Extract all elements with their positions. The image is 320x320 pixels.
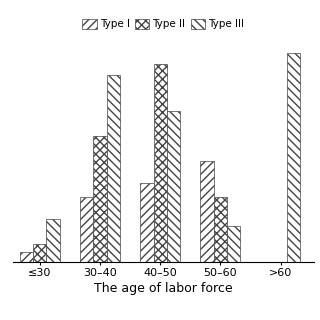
Legend: Type I, Type II, Type III: Type I, Type II, Type III (78, 14, 249, 33)
Bar (167, 111, 180, 262)
Bar (33, 244, 46, 262)
Bar (46, 219, 60, 262)
X-axis label: The age of labor force: The age of labor force (94, 282, 233, 295)
Bar (201, 161, 214, 262)
Bar (93, 136, 107, 262)
Bar (154, 64, 167, 262)
Bar (214, 197, 227, 262)
Bar (227, 226, 240, 262)
Bar (140, 183, 154, 262)
Bar (20, 252, 33, 262)
Bar (107, 75, 120, 262)
Bar (287, 53, 300, 262)
Bar (80, 197, 93, 262)
